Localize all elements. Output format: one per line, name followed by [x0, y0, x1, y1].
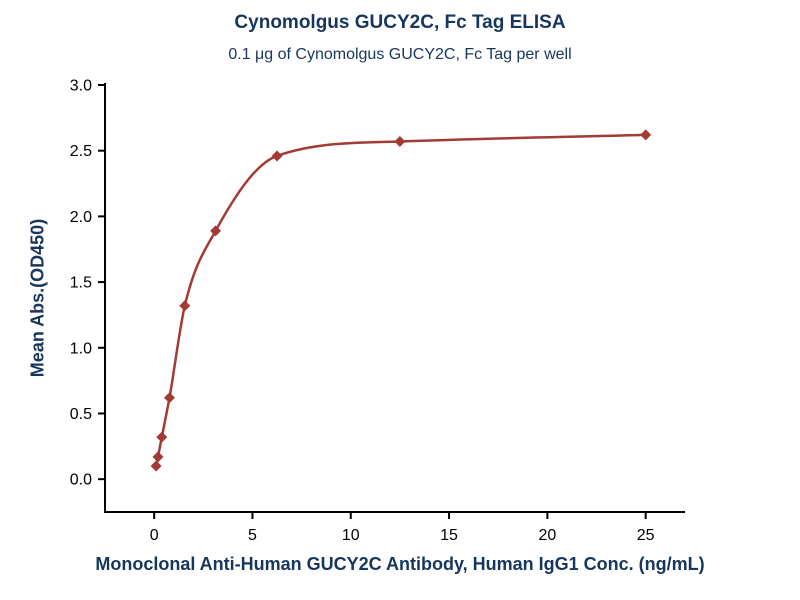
y-tick-label: 1.5	[70, 275, 92, 292]
data-point-marker	[394, 135, 406, 147]
y-tick-label: 3.0	[70, 78, 92, 95]
x-tick-label: 20	[538, 527, 556, 544]
data-point-marker	[640, 129, 652, 141]
fit-curve	[154, 133, 647, 468]
data-point-marker	[210, 225, 222, 237]
x-tick-label: 25	[637, 527, 655, 544]
y-tick-label: 1.0	[70, 340, 92, 357]
x-tick-label: 15	[440, 527, 458, 544]
x-tick-label: 10	[342, 527, 360, 544]
y-tick-label: 0.5	[70, 406, 92, 423]
y-tick-label: 0.0	[70, 472, 92, 489]
data-point-marker	[271, 150, 283, 162]
chart-subtitle: 0.1 μg of Cynomolgus GUCY2C, Fc Tag per …	[228, 46, 572, 63]
data-point-marker	[152, 451, 164, 463]
y-tick-label: 2.5	[70, 143, 92, 160]
data-point-marker	[163, 392, 175, 404]
x-axis-label: Monoclonal Anti-Human GUCY2C Antibody, H…	[95, 554, 705, 574]
y-tick-label: 2.0	[70, 209, 92, 226]
x-tick-label: 5	[248, 527, 257, 544]
data-point-marker	[150, 460, 162, 472]
data-point-marker	[179, 300, 191, 312]
data-point-marker	[156, 431, 168, 443]
x-tick-label: 0	[150, 527, 159, 544]
chart-title: Cynomolgus GUCY2C, Fc Tag ELISA	[234, 12, 566, 33]
